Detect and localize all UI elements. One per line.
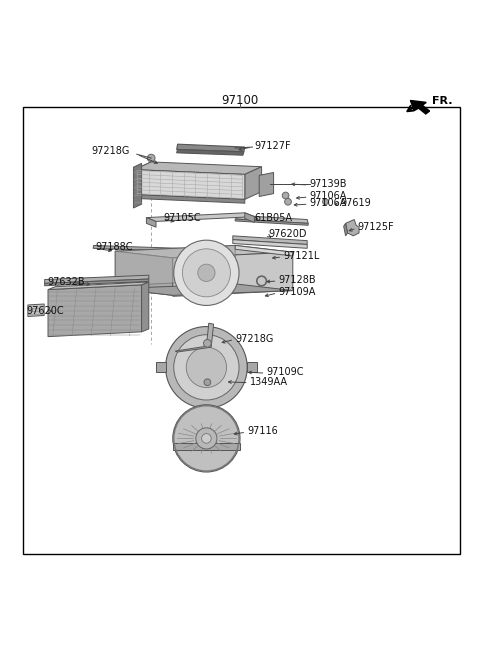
Polygon shape (134, 162, 262, 174)
Polygon shape (175, 323, 214, 352)
Text: 97125F: 97125F (358, 222, 394, 232)
Polygon shape (134, 162, 151, 192)
Polygon shape (142, 282, 149, 332)
Text: 97139B: 97139B (310, 179, 347, 189)
Polygon shape (410, 100, 430, 114)
Polygon shape (48, 282, 149, 289)
Circle shape (198, 264, 215, 281)
Circle shape (285, 198, 291, 205)
Circle shape (174, 335, 239, 400)
Polygon shape (259, 173, 274, 197)
Text: 97105C: 97105C (163, 213, 201, 222)
Text: 97620D: 97620D (269, 230, 307, 239)
Polygon shape (115, 251, 173, 295)
Circle shape (173, 405, 240, 472)
Polygon shape (146, 213, 254, 222)
Polygon shape (245, 167, 262, 199)
Text: 97620C: 97620C (26, 306, 64, 316)
Polygon shape (156, 361, 166, 372)
Circle shape (166, 327, 247, 408)
Text: 97188C: 97188C (95, 242, 132, 253)
Text: 97128B: 97128B (278, 275, 316, 285)
Text: 97100: 97100 (221, 94, 259, 106)
Polygon shape (173, 252, 293, 297)
Polygon shape (235, 215, 308, 223)
Text: FR.: FR. (432, 96, 453, 106)
Polygon shape (134, 170, 245, 199)
Text: 61B05A: 61B05A (254, 213, 292, 222)
Polygon shape (235, 219, 308, 225)
Polygon shape (177, 144, 245, 152)
Polygon shape (48, 285, 142, 337)
Polygon shape (346, 220, 359, 236)
Circle shape (147, 154, 155, 162)
Text: 97109C: 97109C (266, 367, 304, 377)
Text: 97121L: 97121L (283, 251, 320, 261)
Polygon shape (115, 284, 293, 295)
Polygon shape (245, 213, 254, 222)
Text: 1349AA: 1349AA (250, 377, 288, 387)
Polygon shape (28, 304, 44, 316)
Polygon shape (247, 361, 257, 372)
Polygon shape (173, 443, 240, 451)
Text: 97632B: 97632B (47, 277, 84, 287)
Circle shape (323, 199, 328, 205)
Polygon shape (177, 150, 244, 155)
Circle shape (182, 249, 230, 297)
Text: 97106A: 97106A (310, 191, 347, 201)
Circle shape (202, 434, 211, 443)
Circle shape (174, 240, 239, 306)
Polygon shape (235, 245, 293, 256)
Polygon shape (45, 276, 149, 283)
Circle shape (204, 340, 211, 347)
Circle shape (186, 347, 227, 388)
Polygon shape (45, 279, 149, 286)
Polygon shape (115, 245, 235, 286)
Text: 97619: 97619 (341, 198, 372, 208)
Polygon shape (344, 223, 348, 236)
Circle shape (204, 379, 211, 386)
Text: 97218G: 97218G (91, 146, 130, 156)
Polygon shape (233, 236, 307, 245)
Circle shape (282, 192, 289, 199)
Text: 97218G: 97218G (235, 333, 274, 344)
Polygon shape (133, 163, 142, 208)
Polygon shape (93, 245, 180, 251)
Text: 97127F: 97127F (254, 140, 291, 151)
Circle shape (196, 428, 217, 449)
Polygon shape (146, 218, 156, 227)
Polygon shape (115, 245, 293, 258)
Polygon shape (233, 239, 307, 249)
Polygon shape (134, 195, 245, 203)
Text: 97116: 97116 (247, 426, 278, 436)
Text: 97106A: 97106A (310, 198, 347, 208)
Text: 97109A: 97109A (278, 287, 316, 297)
